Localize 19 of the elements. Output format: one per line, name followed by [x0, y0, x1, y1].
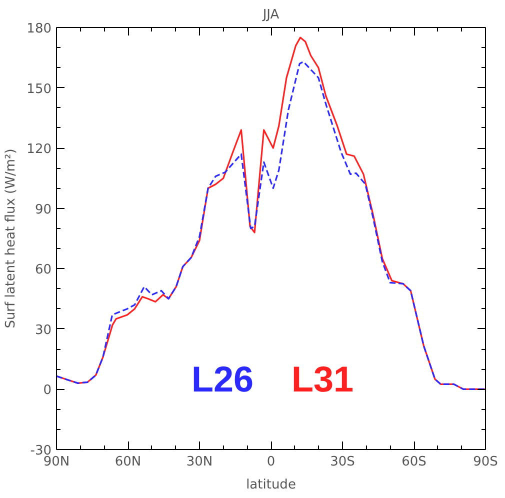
y-tick-label: 90: [34, 202, 52, 218]
x-tick-label: 60N: [114, 454, 142, 470]
x-tick-label: 60S: [402, 454, 426, 470]
y-tick-label: 150: [26, 82, 52, 97]
x-tick-label: 90S: [473, 454, 498, 470]
y-tick-label: 120: [26, 142, 52, 158]
x-axis-title: latitude: [246, 478, 296, 492]
x-tick-label: 30S: [330, 454, 355, 470]
chart-title: JJA: [262, 8, 280, 22]
y-axis-title: Surf latent heat flux (W/m²): [4, 148, 19, 328]
series-label: L31: [292, 358, 354, 400]
y-tick-label: 60: [34, 262, 52, 278]
x-tick-label: 30N: [186, 454, 213, 470]
y-tick-label: 0: [43, 383, 52, 398]
x-tick-label: 0: [266, 454, 276, 470]
series-label: L26: [192, 358, 254, 400]
y-tick-label: 30: [34, 322, 52, 338]
y-tick-label: 180: [26, 22, 52, 36]
x-tick-label: 90N: [43, 454, 70, 470]
